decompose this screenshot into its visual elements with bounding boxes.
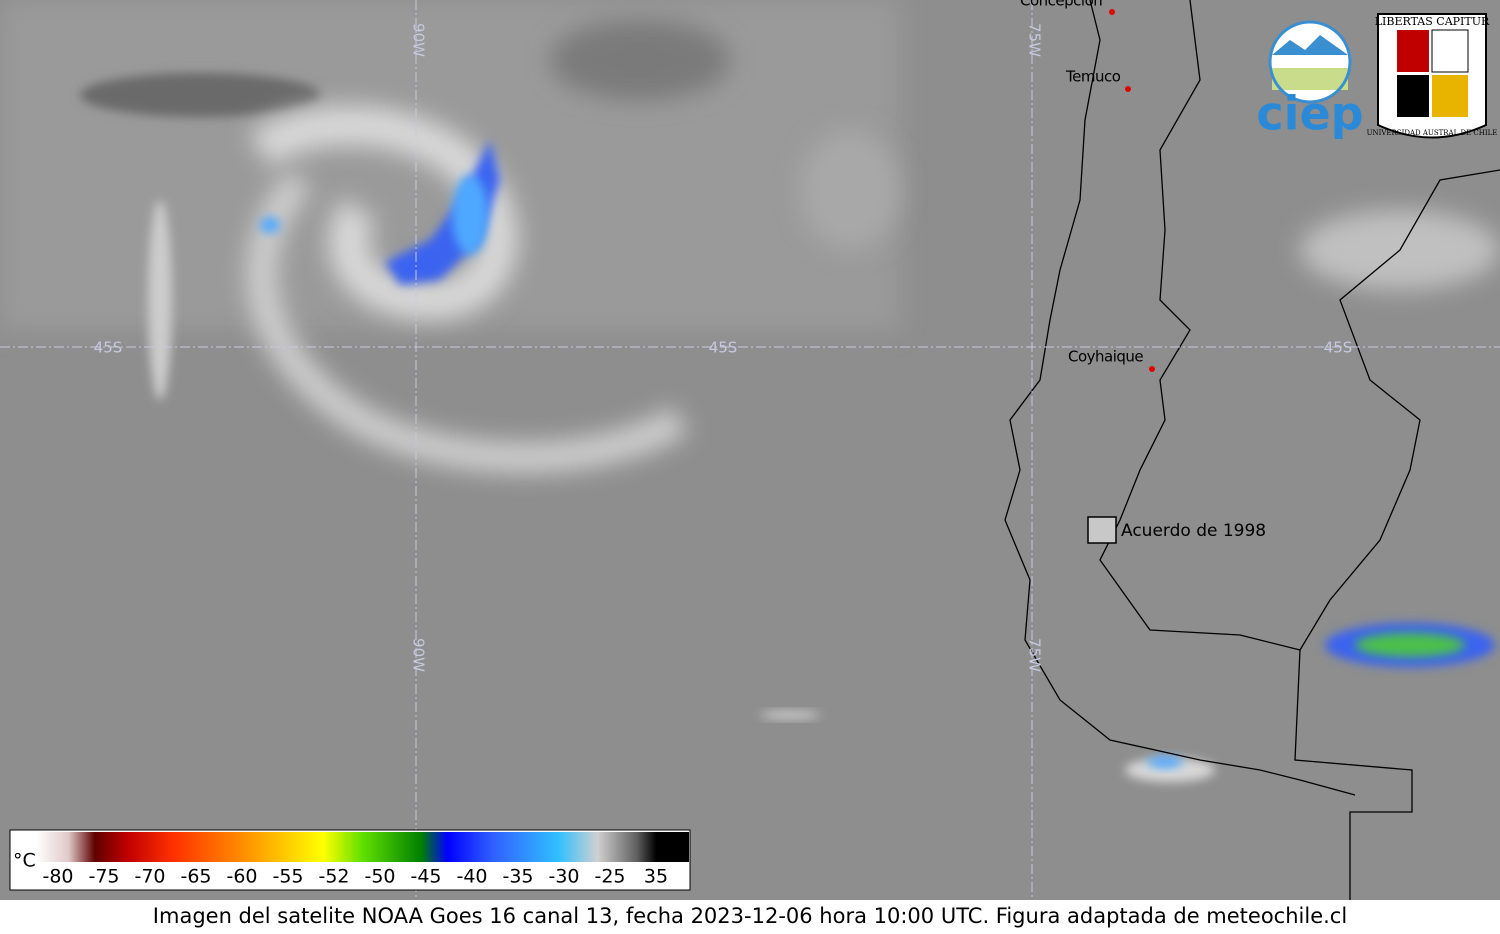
graticule: 90W 90W 75W 75W 45S 45S 45S — [0, 0, 1500, 900]
place-label: Coyhaique — [1068, 348, 1143, 366]
colorbar-tick-label: -25 — [594, 866, 625, 888]
place-dot — [1109, 9, 1115, 15]
colorbar-tick-label: -80 — [42, 866, 73, 888]
caption: Imagen del satelite NOAA Goes 16 canal 1… — [153, 904, 1347, 928]
ciep-logo: ciep — [1256, 20, 1364, 141]
place-dot — [1149, 366, 1155, 372]
caption-band — [0, 900, 1500, 934]
meridian-label: 90W — [410, 23, 428, 57]
place-label: Concepción — [1020, 0, 1102, 10]
meridian-label: 75W — [1026, 23, 1044, 57]
colorbar-tick-label: -40 — [456, 866, 487, 888]
parallel-label: 45S — [709, 339, 738, 357]
colorbar-tick-label: -52 — [318, 866, 349, 888]
colorbar-tick-label: -60 — [226, 866, 257, 888]
ciep-text: ciep — [1256, 87, 1363, 141]
uach-name: UNIVERSIDAD AUSTRAL DE CHILE — [1367, 129, 1498, 137]
parallel-label: 45S — [1324, 339, 1353, 357]
colorbar-tick-label: -70 — [134, 866, 165, 888]
colorbar-gradient — [36, 832, 689, 862]
coastline — [1004, 0, 1500, 900]
satellite-image — [0, 0, 1500, 900]
place-dot — [1125, 86, 1131, 92]
colorbar-tick-label: -55 — [272, 866, 303, 888]
colorbar-tick-label: 35 — [644, 866, 668, 888]
colorbar-unit: °C — [13, 850, 36, 872]
colorbar-tick-label: -30 — [548, 866, 579, 888]
colorbar-tick-label: -35 — [502, 866, 533, 888]
colorbar-tick-label: -65 — [180, 866, 211, 888]
places: Concepción Temuco Coyhaique Acuerdo de 1… — [1020, 0, 1266, 544]
colorbar: °C -80 -75 -70 -65 -60 -55 -52 -50 -45 -40 -35 -30-… — [9, 829, 691, 891]
uach-motto: LIBERTAS CAPITUR — [1375, 15, 1490, 28]
region-label: Acuerdo de 1998 — [1121, 521, 1266, 541]
colorbar-tick-label: -45 — [410, 866, 441, 888]
region-box — [1087, 516, 1117, 544]
colorbar-tick-label: -75 — [88, 866, 119, 888]
colorbar-tick-label: -50 — [364, 866, 395, 888]
meridian-label: 90W — [410, 638, 428, 672]
meridian-label: 75W — [1026, 638, 1044, 672]
uach-logo: LIBERTAS CAPITUR UNIVERSIDAD AUSTRAL DE … — [1367, 13, 1498, 139]
place-label: Temuco — [1065, 68, 1121, 86]
parallel-label: 45S — [94, 339, 123, 357]
